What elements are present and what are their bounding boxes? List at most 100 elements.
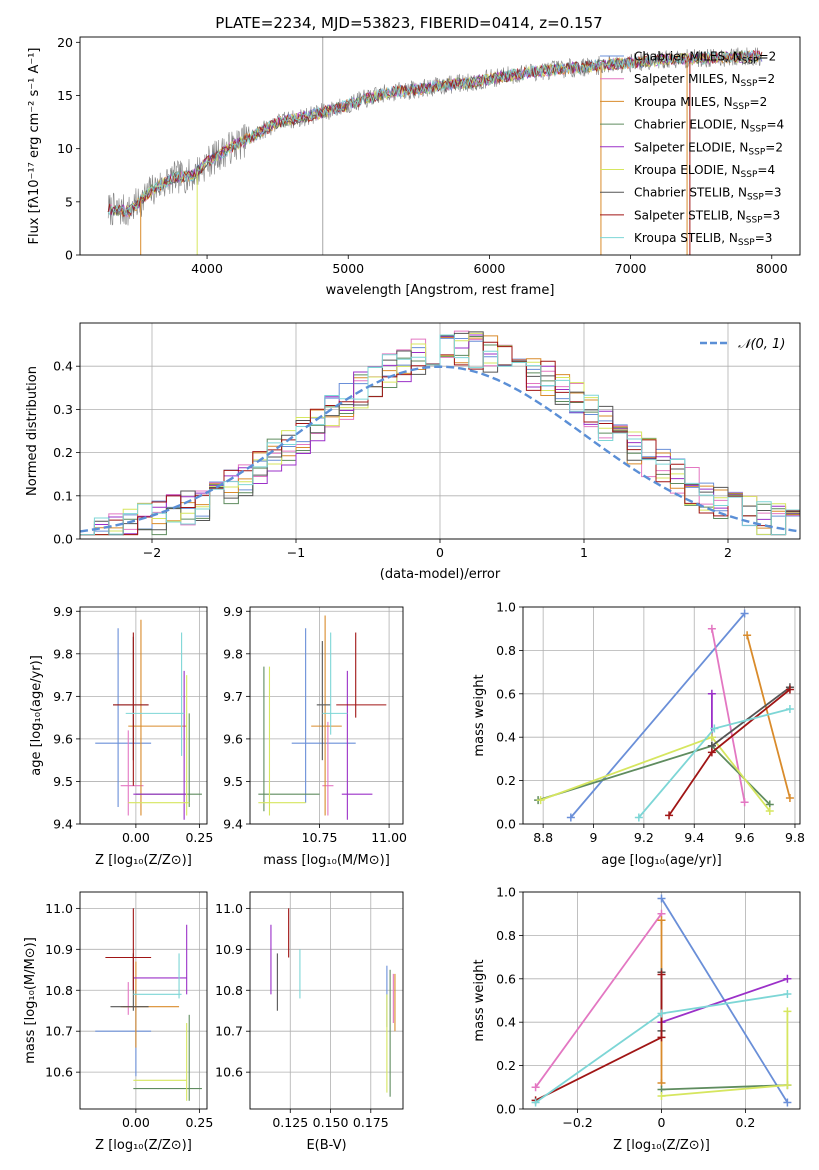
y-axis-label: mass weight: [472, 674, 487, 756]
y-tick-label: 9.9: [53, 604, 73, 619]
residual-legend: 𝒩(0, 1): [700, 337, 785, 352]
y-tick-label: 0.2: [496, 1058, 516, 1073]
weight-marker: [707, 624, 716, 633]
x-tick-label: 8000: [756, 261, 788, 276]
x-axis-label: (data-model)/error: [380, 567, 501, 582]
legend-entry: Salpeter STELIB, NSSP=3: [634, 208, 780, 225]
weight-line-7: [535, 974, 663, 1102]
weight-marker: [785, 685, 794, 694]
axes-frame: [79, 891, 208, 1110]
y-tick-label: 1.0: [496, 885, 516, 900]
x-tick-label: 9.4: [684, 830, 704, 845]
x-tick-label: 2: [724, 545, 732, 560]
axes-frame: [522, 606, 801, 825]
y-tick-label: 9.9: [223, 604, 243, 619]
y-tick-label: 9.4: [223, 817, 243, 832]
y-axis-label: mass [log₁₀(M/M⊙)]: [23, 937, 38, 1064]
weight-marker: [707, 733, 716, 742]
weight-line-4: [661, 977, 788, 1024]
legend-entry: Kroupa MILES, NSSP=2: [634, 95, 767, 112]
x-tick-label: 10.75: [302, 830, 338, 845]
y-axis-label: age [log₁₀(age/yr)]: [29, 655, 44, 776]
x-tick-label: −2: [143, 545, 161, 560]
y-axis-label: Flux [fλ10⁻¹⁷ erg cm⁻² s⁻¹ A⁻¹]: [27, 48, 42, 245]
x-tick-label: 7000: [615, 261, 647, 276]
weight-line-2: [746, 634, 791, 799]
plot-area-mass_vs_ebv: [270, 908, 396, 1097]
weight-marker: [657, 970, 666, 979]
weight-marker: [536, 796, 545, 805]
axes-frame: [522, 891, 801, 1110]
plot-area-spectrum: [107, 37, 763, 255]
y-tick-label: 0.6: [496, 971, 516, 986]
x-tick-label: 9.6: [735, 830, 755, 845]
weight-marker: [765, 806, 774, 815]
legend-entry: Salpeter MILES, NSSP=2: [634, 72, 775, 89]
chart-title: PLATE=2234, MJD=53823, FIBERID=0414, z=0…: [215, 14, 602, 32]
panel-residuals: −2 −1 0 1 2 0.0 0.1 0.2 0.3 0.4 (data-model)/error…: [25, 322, 801, 582]
weight-marker: [707, 748, 716, 757]
x-tick-label: 0.25: [185, 1115, 213, 1130]
y-axis-label: Normed distribution: [25, 366, 40, 496]
x-tick-label: 9.2: [634, 830, 654, 845]
x-tick-label: −0.2: [562, 1115, 592, 1130]
weight-marker: [783, 1007, 792, 1016]
x-tick-label: 0: [658, 1115, 666, 1130]
y-tick-label: 0.3: [53, 402, 73, 417]
panel-weight_vs_age: 8.8 9 9.2 9.4 9.6 9.8 0.0 0.2 0.4 0.6 0.8 1.0 age [l…: [472, 600, 805, 869]
legend-entry: Chabrier MILES, NSSP=2: [634, 50, 776, 67]
axes-frame: [249, 606, 404, 825]
weight-marker: [783, 1081, 792, 1090]
weight-line-1: [534, 913, 663, 1088]
panel-age_vs_Z: 0.00 0.25 9.4 9.5 9.6 9.7 9.8 9.9 Z [log₁₀(Z/Z⊙)…: [29, 604, 213, 868]
x-tick-label: 0.2: [735, 1115, 755, 1130]
y-tick-label: 0.6: [496, 686, 516, 701]
weight-marker: [783, 1098, 792, 1107]
x-tick-label: 6000: [474, 261, 506, 276]
y-tick-label: 0.4: [53, 359, 73, 374]
legend-entry: Kroupa ELODIE, NSSP=4: [634, 163, 775, 180]
y-tick-label: 11.0: [45, 901, 73, 916]
legend-entry: Chabrier STELIB, NSSP=3: [634, 186, 782, 203]
y-tick-label: 9.7: [223, 689, 243, 704]
weight-marker: [740, 609, 749, 618]
weight-line-0: [570, 612, 746, 819]
axes-frame: [79, 322, 801, 540]
legend-entry: Chabrier ELODIE, NSSP=4: [634, 118, 784, 135]
y-tick-label: 0.4: [496, 1015, 516, 1030]
y-tick-label: 9.5: [223, 774, 243, 789]
legend-entry: Salpeter ELODIE, NSSP=2: [634, 140, 783, 157]
weight-marker: [657, 1033, 666, 1042]
axes-frame: [249, 891, 404, 1110]
weight-line-5: [661, 1011, 789, 1097]
y-tick-label: 0.8: [496, 643, 516, 658]
x-tick-label: 8.8: [533, 830, 553, 845]
x-tick-label: 9.8: [785, 830, 805, 845]
weight-marker: [743, 631, 752, 640]
plot-area-age_vs_Z: [95, 619, 202, 820]
y-tick-label: 5: [65, 194, 73, 209]
x-tick-label: 4000: [191, 261, 223, 276]
y-tick-label: 10: [57, 141, 73, 156]
panel-mass_vs_Z: 0.00 0.25 10.6 10.7 10.8 10.9 11.0 Z [log₁₀(Z/Z…: [23, 891, 213, 1153]
panel-mass_vs_ebv: 0.125 0.150 0.175 10.6 10.7 10.8 10.9 11.0 E(B-V…: [215, 891, 404, 1153]
legend: Chabrier MILES, NSSP=2 Salpeter MILES, NS…: [600, 50, 784, 248]
legend-entry: Kroupa STELIB, NSSP=3: [634, 231, 772, 248]
histogram-3: [80, 336, 800, 536]
y-tick-label: 0.2: [53, 445, 73, 460]
weight-line-3: [661, 1084, 788, 1091]
y-axis-label: mass weight: [472, 959, 487, 1041]
weight-marker: [657, 916, 666, 925]
y-tick-label: 9.6: [223, 731, 243, 746]
weight-marker: [783, 989, 792, 998]
weight-marker: [785, 793, 794, 802]
model-spectrum-8: [107, 49, 763, 216]
y-tick-label: 0.1: [53, 488, 73, 503]
y-tick-label: 9.8: [53, 646, 73, 661]
y-tick-label: 9.6: [53, 731, 73, 746]
y-tick-label: 10.8: [45, 983, 73, 998]
y-tick-label: 9.8: [223, 646, 243, 661]
x-axis-label: age [log₁₀(age/yr)]: [601, 853, 722, 868]
x-axis-label: E(B-V): [306, 1138, 346, 1153]
x-tick-label: 0.25: [185, 830, 213, 845]
